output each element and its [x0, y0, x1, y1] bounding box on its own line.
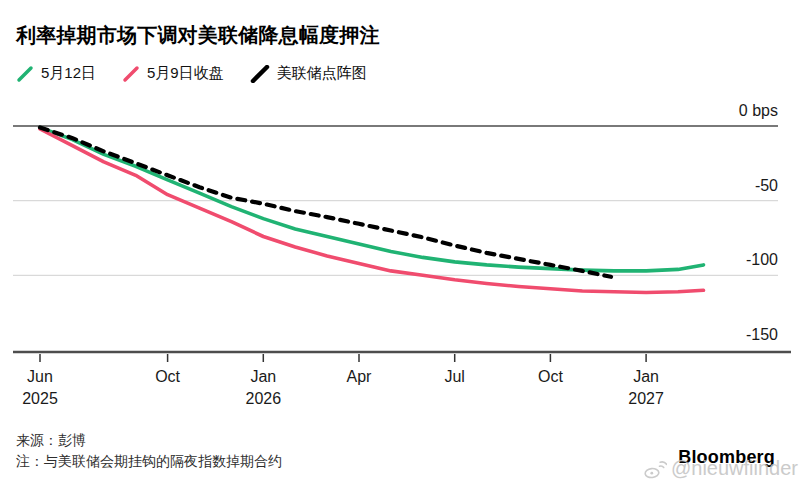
y-tick-label: -50 — [708, 176, 778, 196]
series-line — [40, 128, 704, 271]
weibo-icon — [643, 458, 667, 480]
watermark-text: @nieuwfiinder — [671, 457, 798, 480]
x-tick-label: Jan — [231, 368, 295, 386]
x-tick-label: Oct — [136, 368, 200, 386]
footer: 来源：彭博 注：与美联储会期挂钩的隔夜指数掉期合约 — [16, 430, 282, 472]
x-tick-label: Jun — [8, 368, 72, 386]
x-tick-year-label: 2026 — [231, 390, 295, 408]
x-tick-year-label: 2025 — [8, 390, 72, 408]
chart-card: 利率掉期市场下调对美联储降息幅度押注 5月12日 5月9日收盘 美联储点阵图 0… — [0, 0, 800, 488]
line-chart-plot — [0, 0, 800, 420]
x-tick-label: Jul — [423, 368, 487, 386]
note-text: 注：与美联储会期挂钩的隔夜指数掉期合约 — [16, 451, 282, 472]
x-tick-label: Oct — [518, 368, 582, 386]
y-tick-label: -150 — [708, 325, 778, 345]
y-tick-label: 0 bps — [708, 101, 778, 121]
y-tick-label: -100 — [708, 250, 778, 270]
watermark: @nieuwfiinder — [643, 457, 798, 480]
x-tick-label: Jan — [614, 368, 678, 386]
series-line — [40, 129, 704, 293]
source-text: 来源：彭博 — [16, 430, 282, 451]
x-tick-label: Apr — [327, 368, 391, 386]
x-tick-year-label: 2027 — [614, 390, 678, 408]
